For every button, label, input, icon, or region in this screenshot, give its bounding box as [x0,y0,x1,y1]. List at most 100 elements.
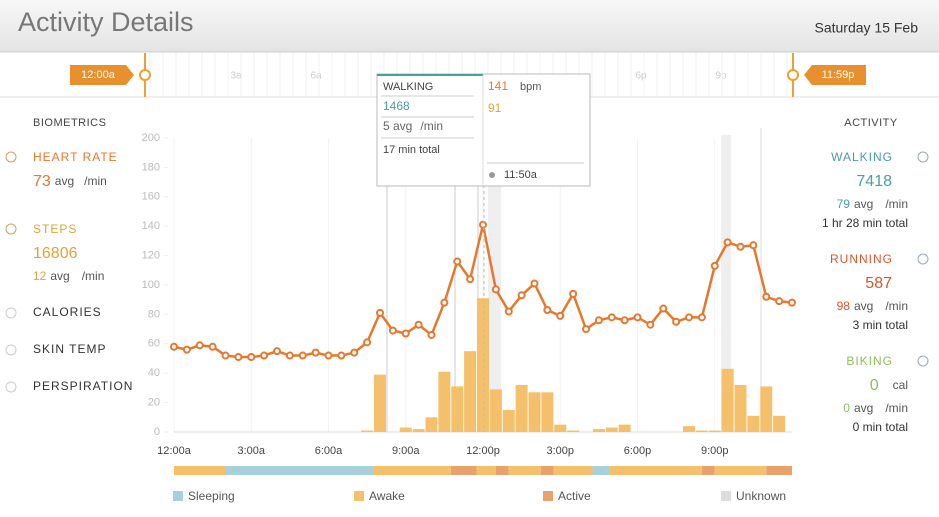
point [311,348,320,357]
bar [489,389,502,432]
bar [464,351,477,432]
strip-segment [553,466,593,475]
point [182,345,191,354]
y-tick-label: 200 [142,132,160,144]
strip-segment [592,466,610,475]
legend-label: Sleeping [188,489,235,503]
hr-avg: avg [55,174,74,188]
y-tick-label: 0 [154,426,160,438]
point [466,275,475,284]
clock-icon [489,172,495,178]
check[interactable] [5,151,17,163]
point [582,325,590,334]
end-handle[interactable] [787,69,799,81]
tooltip-avg-line: 5 avg/min [383,119,443,133]
strip-segment [714,466,767,475]
check[interactable] [917,253,929,265]
biking-unit: cal [893,378,908,392]
legend-swatch [354,491,364,501]
legend-swatch [543,491,553,501]
bar [683,426,695,432]
tooltip-steps: 1468 [383,99,410,113]
point [298,351,307,360]
point [234,353,243,362]
point [337,351,346,360]
bar [554,424,567,432]
activity-label[interactable]: WALKING [831,150,893,164]
end-time: 11:59p [822,69,855,81]
bar [412,429,425,432]
point [594,316,603,325]
steps-avg: avg [50,269,69,283]
x-tick-label: 9:00p [701,445,729,457]
start-handle[interactable] [139,69,151,81]
check[interactable] [5,344,17,356]
activity-label[interactable]: RUNNING [830,252,893,266]
metric-label[interactable]: HEART RATE [33,150,118,164]
point [530,279,539,288]
y-tick-label: 180 [142,161,160,173]
end-badge[interactable] [804,65,866,85]
point [723,238,732,247]
y-tick-label: 80 [148,308,160,320]
walking-unit: /min [885,197,908,211]
tooltip-total: 17 min total [383,144,440,156]
tooltip-time: 11:50a [504,169,538,181]
check[interactable] [5,223,17,235]
x-tick-label: 9:00a [392,445,420,457]
biking-rate-unit: /min [885,401,908,415]
steps-avg-value: 12 [33,269,47,283]
biking-avg-value: 0 [843,401,850,415]
metric-label: PERSPIRATION [33,379,133,393]
point [376,308,384,317]
check[interactable] [5,307,17,319]
y-tick-label: 100 [142,279,160,291]
tooltip-avg: 5 avg [383,119,412,133]
activity-label[interactable]: BIKING [846,354,893,368]
y-tick-label: 140 [142,220,160,232]
running-value: 587 [865,275,892,292]
bar [515,384,528,432]
bar [541,392,554,432]
y-tick-label: 160 [142,191,160,203]
section-title: BIOMETRICS [33,117,106,129]
y-tick-label: 20 [148,397,160,409]
y-tick-label: 40 [148,367,160,379]
bar [528,392,541,432]
check[interactable] [917,151,929,163]
tooltip-bpm-line: 141 bpm [488,79,541,93]
point [569,289,578,298]
selection-highlight [721,135,731,432]
bar [695,430,708,432]
legend-label: Unknown [736,489,786,503]
tooltip-bpm: bpm [520,81,541,93]
running-avg-line: 98 avg/min [837,299,908,313]
start-time: 12:00a [81,69,116,81]
point [363,338,372,347]
point [659,304,668,313]
tooltip-cadence: 91 [488,101,502,115]
x-tick-label: 6:00a [315,445,343,457]
check[interactable] [5,381,17,393]
bar [708,430,721,432]
x-tick-label: 12:00a [157,445,192,457]
point [633,313,642,322]
section-title: ACTIVITY [844,117,898,129]
metric-label[interactable]: STEPS [33,222,77,236]
point [221,351,230,360]
timeline-label: 6p [635,71,647,82]
point [607,313,616,322]
point [247,353,256,362]
check[interactable] [917,355,929,367]
start-badge[interactable] [70,65,134,85]
hr-value: 73 [33,173,51,190]
tooltip-unit: /min [420,119,443,133]
bar [502,409,515,432]
strip-segment [225,466,374,475]
point [273,347,281,356]
point [672,317,681,326]
steps-value: 16806 [33,245,78,262]
point [324,351,333,360]
biking-avg-line: 0 avg/min [843,401,908,415]
